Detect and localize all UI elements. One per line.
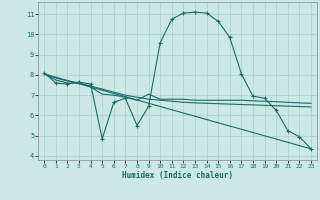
X-axis label: Humidex (Indice chaleur): Humidex (Indice chaleur) [122, 171, 233, 180]
